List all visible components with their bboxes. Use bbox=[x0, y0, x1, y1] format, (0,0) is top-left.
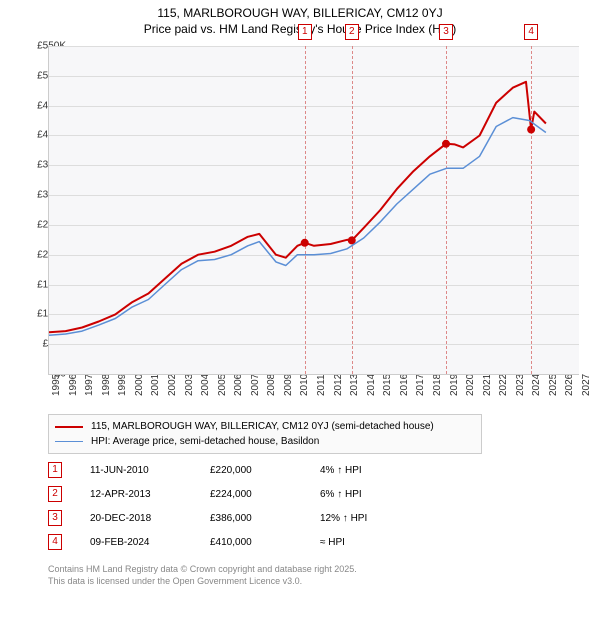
x-axis-label: 1999 bbox=[117, 374, 128, 396]
sale-row: 111-JUN-2010£220,0004% ↑ HPI bbox=[48, 458, 440, 482]
legend-item: HPI: Average price, semi-detached house,… bbox=[55, 434, 475, 449]
sales-table: 111-JUN-2010£220,0004% ↑ HPI212-APR-2013… bbox=[48, 458, 440, 554]
x-axis-label: 2021 bbox=[482, 374, 493, 396]
x-axis-label: 2025 bbox=[548, 374, 559, 396]
x-axis-label: 2015 bbox=[382, 374, 393, 396]
x-axis-label: 2019 bbox=[449, 374, 460, 396]
sale-marker-4: 4 bbox=[524, 24, 538, 40]
x-axis-label: 2027 bbox=[581, 374, 592, 396]
legend: 115, MARLBOROUGH WAY, BILLERICAY, CM12 0… bbox=[48, 414, 482, 454]
x-axis-label: 2017 bbox=[415, 374, 426, 396]
x-axis-label: 2001 bbox=[150, 374, 161, 396]
x-axis-label: 2008 bbox=[266, 374, 277, 396]
sale-row: 409-FEB-2024£410,000≈ HPI bbox=[48, 530, 440, 554]
x-axis-label: 1998 bbox=[101, 374, 112, 396]
sale-row: 212-APR-2013£224,0006% ↑ HPI bbox=[48, 482, 440, 506]
x-axis-label: 2018 bbox=[432, 374, 443, 396]
x-axis-label: 2012 bbox=[333, 374, 344, 396]
footer-line1: Contains HM Land Registry data © Crown c… bbox=[48, 564, 357, 576]
x-axis-label: 1995 bbox=[51, 374, 62, 396]
x-axis-label: 1997 bbox=[84, 374, 95, 396]
chart-container: 115, MARLBOROUGH WAY, BILLERICAY, CM12 0… bbox=[0, 0, 600, 620]
x-axis-label: 2014 bbox=[366, 374, 377, 396]
sale-marker-2: 2 bbox=[345, 24, 359, 40]
legend-item: 115, MARLBOROUGH WAY, BILLERICAY, CM12 0… bbox=[55, 419, 475, 434]
x-axis-label: 2016 bbox=[399, 374, 410, 396]
x-axis-label: 2007 bbox=[250, 374, 261, 396]
x-axis-label: 2023 bbox=[515, 374, 526, 396]
title-address: 115, MARLBOROUGH WAY, BILLERICAY, CM12 0… bbox=[0, 6, 600, 20]
x-axis-label: 2003 bbox=[184, 374, 195, 396]
x-axis-label: 2010 bbox=[299, 374, 310, 396]
x-axis-label: 2006 bbox=[233, 374, 244, 396]
x-axis-label: 2004 bbox=[200, 374, 211, 396]
x-axis-label: 2002 bbox=[167, 374, 178, 396]
sale-marker-3: 3 bbox=[439, 24, 453, 40]
footer-line2: This data is licensed under the Open Gov… bbox=[48, 576, 357, 588]
sale-marker-1: 1 bbox=[298, 24, 312, 40]
x-axis-label: 2011 bbox=[316, 374, 327, 396]
x-axis-label: 2022 bbox=[498, 374, 509, 396]
x-axis-label: 2024 bbox=[531, 374, 542, 396]
chart-lines bbox=[49, 46, 579, 374]
x-axis-label: 2000 bbox=[134, 374, 145, 396]
x-axis-label: 2009 bbox=[283, 374, 294, 396]
x-axis-label: 2020 bbox=[465, 374, 476, 396]
x-axis-label: 2026 bbox=[564, 374, 575, 396]
plot-area: 1234 bbox=[48, 46, 579, 375]
footer: Contains HM Land Registry data © Crown c… bbox=[48, 564, 357, 587]
sale-row: 320-DEC-2018£386,00012% ↑ HPI bbox=[48, 506, 440, 530]
x-axis-label: 1996 bbox=[68, 374, 79, 396]
x-axis-label: 2013 bbox=[349, 374, 360, 396]
x-axis-label: 2005 bbox=[217, 374, 228, 396]
